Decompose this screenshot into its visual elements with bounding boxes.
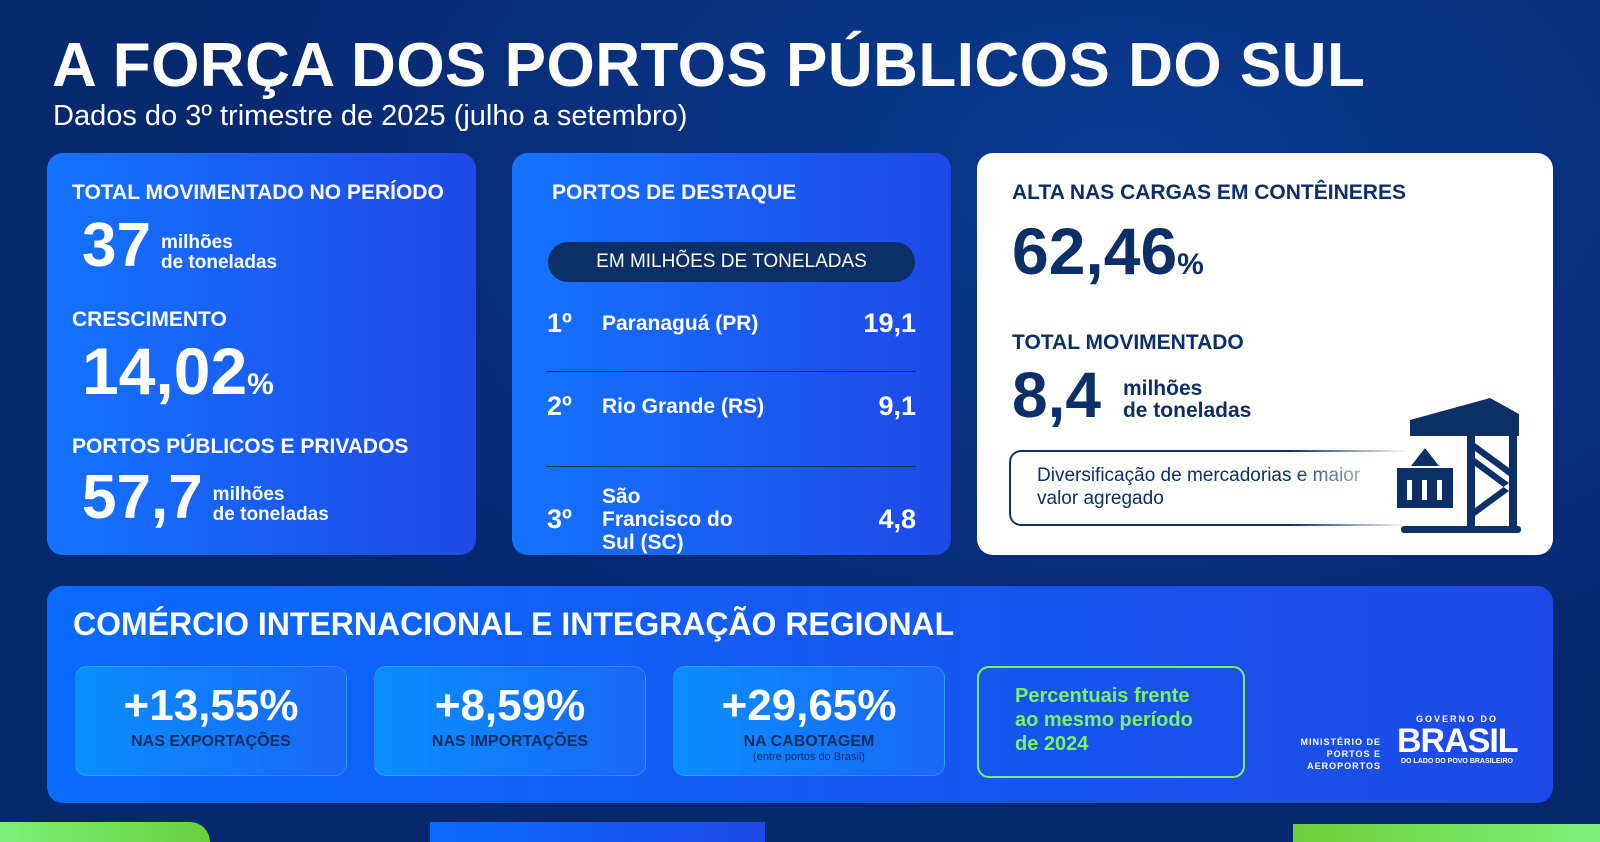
stat-value: +29,65% xyxy=(721,681,897,730)
logo-text: BRASIL xyxy=(1397,722,1519,760)
logo-text: DO LADO DO POVO BRASILEIRO xyxy=(1400,758,1513,765)
stat-value: +13,55% xyxy=(123,681,299,730)
port-row: 3º São Francisco do Sul (SC) 4,8 xyxy=(547,485,916,554)
growth-percent: % xyxy=(247,368,274,401)
stat-box-cabotage: +29,65% NA CABOTAGEM (entre portos do Bras… xyxy=(673,666,945,776)
container-total-value: 8,4 xyxy=(1012,359,1101,431)
port-name: São Francisco do Sul (SC) xyxy=(602,485,733,554)
unit-line: de toneladas xyxy=(1122,399,1252,422)
stat-sublabel: (entre portos do Brasil) xyxy=(753,751,865,763)
container-card: ALTA NAS CARGAS EM CONTÊINERES 62,46% TO… xyxy=(977,153,1553,555)
international-trade-panel: COMÉRCIO INTERNACIONAL E INTEGRAÇÃO REGI… xyxy=(47,586,1553,803)
decor-strip xyxy=(430,822,765,842)
all-ports-label: PORTOS PÚBLICOS E PRIVADOS xyxy=(72,435,409,458)
stat-value: +8,59% xyxy=(434,681,586,730)
container-title: ALTA NAS CARGAS EM CONTÊINERES xyxy=(1012,181,1406,204)
port-value: 9,1 xyxy=(878,391,916,421)
total-card: TOTAL MOVIMENTADO NO PERÍODO 37 milhões d… xyxy=(47,153,476,555)
stat-label: NAS EXPORTAÇÕES xyxy=(131,733,291,750)
total-unit: milhões de toneladas xyxy=(161,233,277,273)
logo-text: GOVERNO DO xyxy=(1415,714,1498,724)
total-label: TOTAL MOVIMENTADO NO PERÍODO xyxy=(72,181,444,204)
page-subtitle: Dados do 3º trimestre de 2025 (julho a s… xyxy=(53,100,688,132)
page-title: A FORÇA DOS PORTOS PÚBLICOS DO SUL xyxy=(52,31,1366,100)
decor-strip xyxy=(1293,824,1600,842)
port-crane-container-icon xyxy=(1397,398,1521,533)
stat-box-imports: +8,59% NAS IMPORTAÇÕES xyxy=(374,666,646,776)
container-growth-value: 62,46 xyxy=(1012,214,1178,288)
stat-label: NA CABOTAGEM xyxy=(743,733,875,750)
divider xyxy=(547,371,916,372)
growth-label: CRESCIMENTO xyxy=(72,308,227,331)
unit-line: de toneladas xyxy=(160,252,278,273)
total-value: 37 xyxy=(82,211,151,280)
stat-label: NAS IMPORTAÇÕES xyxy=(431,733,589,750)
comparison-note: Percentuais frente ao mesmo período de 2… xyxy=(977,666,1245,778)
trade-title: COMÉRCIO INTERNACIONAL E INTEGRAÇÃO REGI… xyxy=(73,606,955,642)
ministry-logo: MINISTÉRIO DE PORTOS E AEROPORTOS xyxy=(1300,737,1381,771)
unit-pill: EM MILHÕES DE TONELADAS xyxy=(548,242,915,282)
gov-brasil-logo: GOVERNO DO BRASIL DO LADO DO POVO BRASIL… xyxy=(1397,714,1519,765)
unit-line: de toneladas xyxy=(212,504,329,525)
decor-strip xyxy=(0,822,210,842)
all-ports-value: 57,7 xyxy=(82,463,203,532)
top-ports-card: PORTOS DE DESTAQUE EM MILHÕES DE TONELAD… xyxy=(512,153,951,555)
unit-line: milhões xyxy=(160,232,233,253)
unit-line: milhões xyxy=(212,484,285,505)
port-value: 4,8 xyxy=(878,504,917,534)
port-rank: 1º xyxy=(547,308,572,338)
port-row: 2º Rio Grande (RS) 9,1 xyxy=(547,391,916,422)
port-name: Paranaguá (PR) xyxy=(602,311,759,335)
container-percent: % xyxy=(1177,248,1204,281)
top-ports-title: PORTOS DE DESTAQUE xyxy=(552,181,797,204)
divider xyxy=(547,466,916,467)
stat-box-exports: +13,55% NAS EXPORTAÇÕES xyxy=(75,666,347,776)
note-box: Diversificação de mercadorias e maior va… xyxy=(1009,450,1409,526)
container-total-label: TOTAL MOVIMENTADO xyxy=(1012,331,1244,354)
port-row: 1º Paranaguá (PR) 19,1 xyxy=(547,308,916,339)
growth-value: 14,02 xyxy=(82,334,248,408)
port-value: 19,1 xyxy=(863,308,916,338)
port-name: Rio Grande (RS) xyxy=(602,394,765,418)
port-rank: 2º xyxy=(547,391,572,421)
port-rank: 3º xyxy=(547,504,572,534)
unit-line: milhões xyxy=(1122,377,1203,400)
